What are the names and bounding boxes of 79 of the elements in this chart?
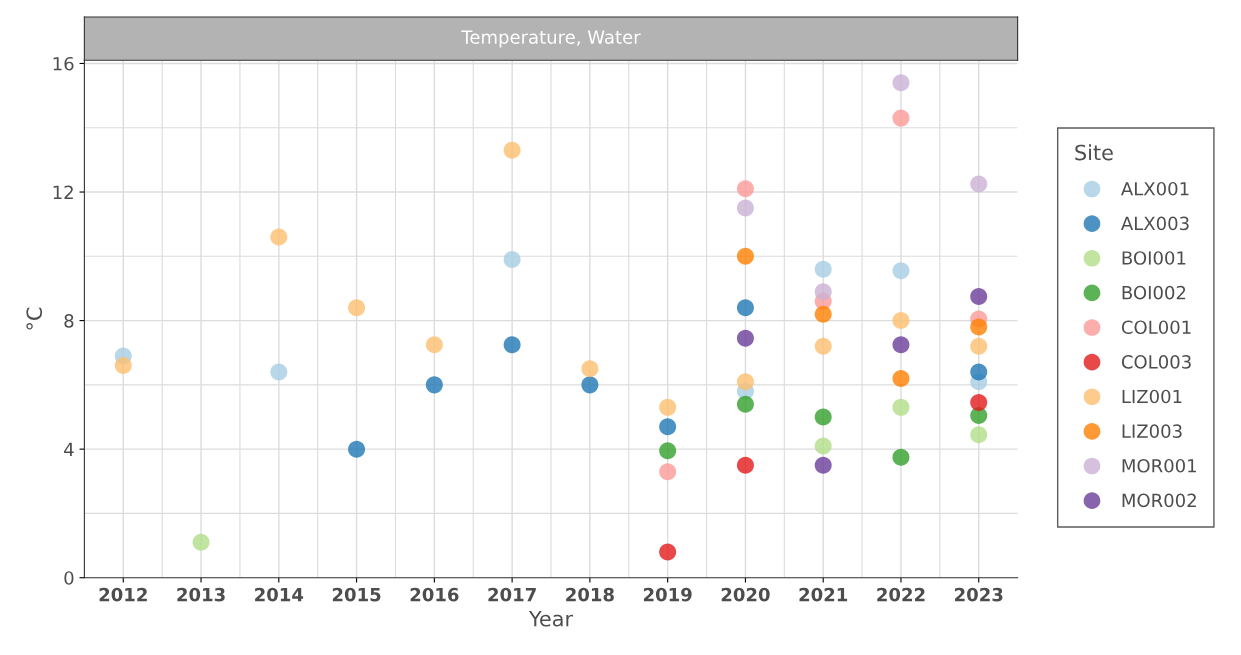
- point: [814, 437, 832, 455]
- y-tick-label: 16: [53, 56, 74, 71]
- point: [970, 287, 988, 305]
- legend-label: COL003: [1121, 355, 1191, 369]
- point: [814, 260, 832, 278]
- x-tick-label: 2012: [99, 587, 147, 602]
- point: [970, 426, 988, 444]
- legend-label: ALX001: [1121, 181, 1189, 196]
- x-tick-label: 2023: [955, 587, 1003, 602]
- point: [736, 329, 754, 347]
- point: [114, 357, 132, 375]
- legend-label: BOI002: [1122, 285, 1186, 300]
- point: [970, 363, 988, 381]
- point: [892, 448, 910, 466]
- point: [736, 180, 754, 198]
- legend-label: MOR002: [1122, 493, 1196, 508]
- point: [659, 543, 677, 561]
- legend-title: Site: [1075, 144, 1113, 161]
- x-tick-label: 2016: [410, 587, 459, 602]
- point: [892, 312, 910, 330]
- point: [348, 440, 366, 458]
- point: [736, 395, 754, 413]
- x-tick-label: 2018: [566, 587, 614, 602]
- x-tick-label: 2014: [255, 587, 304, 602]
- point: [425, 376, 443, 394]
- point: [659, 463, 677, 481]
- point: [581, 360, 599, 378]
- point: [892, 336, 910, 354]
- point: [892, 262, 910, 280]
- point: [814, 283, 832, 301]
- y-tick-label: 8: [64, 314, 74, 328]
- point: [659, 398, 677, 416]
- point: [892, 109, 910, 127]
- point: [814, 408, 832, 426]
- x-tick-label: 2020: [721, 587, 770, 602]
- point: [970, 175, 988, 193]
- point: [348, 299, 366, 317]
- point: [814, 305, 832, 323]
- chart-title: Temperature, Water: [461, 30, 641, 48]
- point: [736, 199, 754, 217]
- point: [736, 247, 754, 265]
- legend-label: MOR001: [1122, 458, 1196, 473]
- point: [659, 442, 677, 460]
- point: [192, 533, 210, 551]
- legend-label: BOI001: [1122, 251, 1186, 265]
- x-tick-label: 2017: [488, 587, 536, 602]
- point: [503, 336, 521, 354]
- legend-label: COL001: [1121, 320, 1191, 335]
- y-tick-label: 12: [53, 185, 73, 199]
- point: [425, 336, 443, 354]
- x-axis-title: Year: [528, 611, 574, 627]
- point: [736, 299, 754, 317]
- point: [970, 394, 988, 412]
- point: [659, 418, 677, 436]
- y-tick-label: 0: [64, 571, 74, 585]
- point: [892, 74, 910, 92]
- x-tick-label: 2019: [643, 587, 692, 602]
- point: [892, 398, 910, 416]
- point: [736, 373, 754, 391]
- legend-label: ALX003: [1121, 216, 1189, 231]
- point: [970, 337, 988, 355]
- legend-label: LIZ001: [1122, 389, 1182, 404]
- point: [814, 456, 832, 474]
- point: [581, 376, 599, 394]
- point: [503, 251, 521, 269]
- y-tick-label: 4: [64, 442, 74, 457]
- point: [270, 363, 288, 381]
- x-tick-label: 2013: [177, 587, 225, 602]
- point: [270, 228, 288, 246]
- x-tick-label: 2015: [332, 587, 381, 602]
- y-axis-title: °C: [26, 307, 43, 330]
- point: [736, 456, 754, 474]
- point: [814, 337, 832, 355]
- x-tick-label: 2022: [877, 587, 925, 602]
- x-tick-label: 2021: [799, 587, 848, 602]
- legend-label: LIZ003: [1122, 424, 1182, 438]
- point: [503, 141, 521, 159]
- point: [970, 318, 988, 336]
- point: [892, 369, 910, 387]
